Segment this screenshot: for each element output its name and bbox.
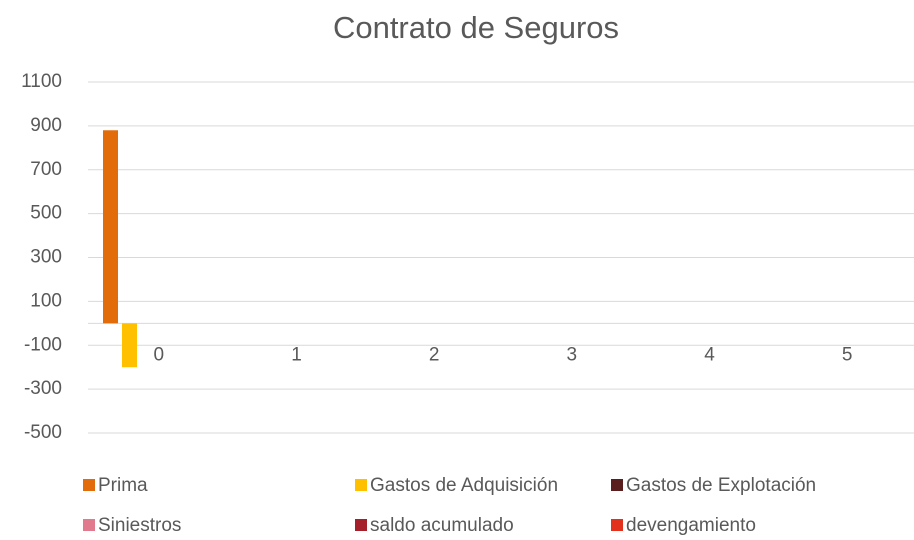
x-tick-label: 5 [842, 344, 853, 365]
legend-label: Siniestros [98, 515, 181, 536]
legend-swatch [355, 479, 367, 491]
x-tick-label: 3 [567, 344, 578, 365]
bar [103, 130, 118, 324]
y-tick-label: 500 [30, 203, 62, 224]
legend-label: devengamiento [626, 515, 756, 536]
y-tick-label: -300 [24, 378, 62, 399]
legend-swatch [611, 479, 623, 491]
y-tick-label: -500 [24, 422, 62, 443]
bar [122, 323, 137, 368]
legend-swatch [83, 519, 95, 531]
legend-swatch [611, 519, 623, 531]
y-tick-label: -100 [24, 334, 62, 355]
chart-title: Contrato de Seguros [333, 10, 619, 45]
x-tick-label: 1 [291, 344, 302, 365]
legend-swatch [355, 519, 367, 531]
legend-label: saldo acumulado [370, 515, 514, 536]
y-tick-label: 300 [30, 247, 62, 268]
y-tick-label: 700 [30, 159, 62, 180]
legend-label: Gastos de Explotación [626, 475, 816, 496]
legend-swatch [83, 479, 95, 491]
x-tick-label: 0 [154, 344, 165, 365]
x-tick-label: 2 [429, 344, 440, 365]
y-tick-label: 900 [30, 115, 62, 136]
legend-label: Gastos de Adquisición [370, 475, 558, 496]
y-tick-label: 100 [30, 290, 62, 311]
legend-label: Prima [98, 475, 148, 496]
x-tick-label: 4 [704, 344, 715, 365]
y-tick-label: 1100 [21, 71, 62, 92]
